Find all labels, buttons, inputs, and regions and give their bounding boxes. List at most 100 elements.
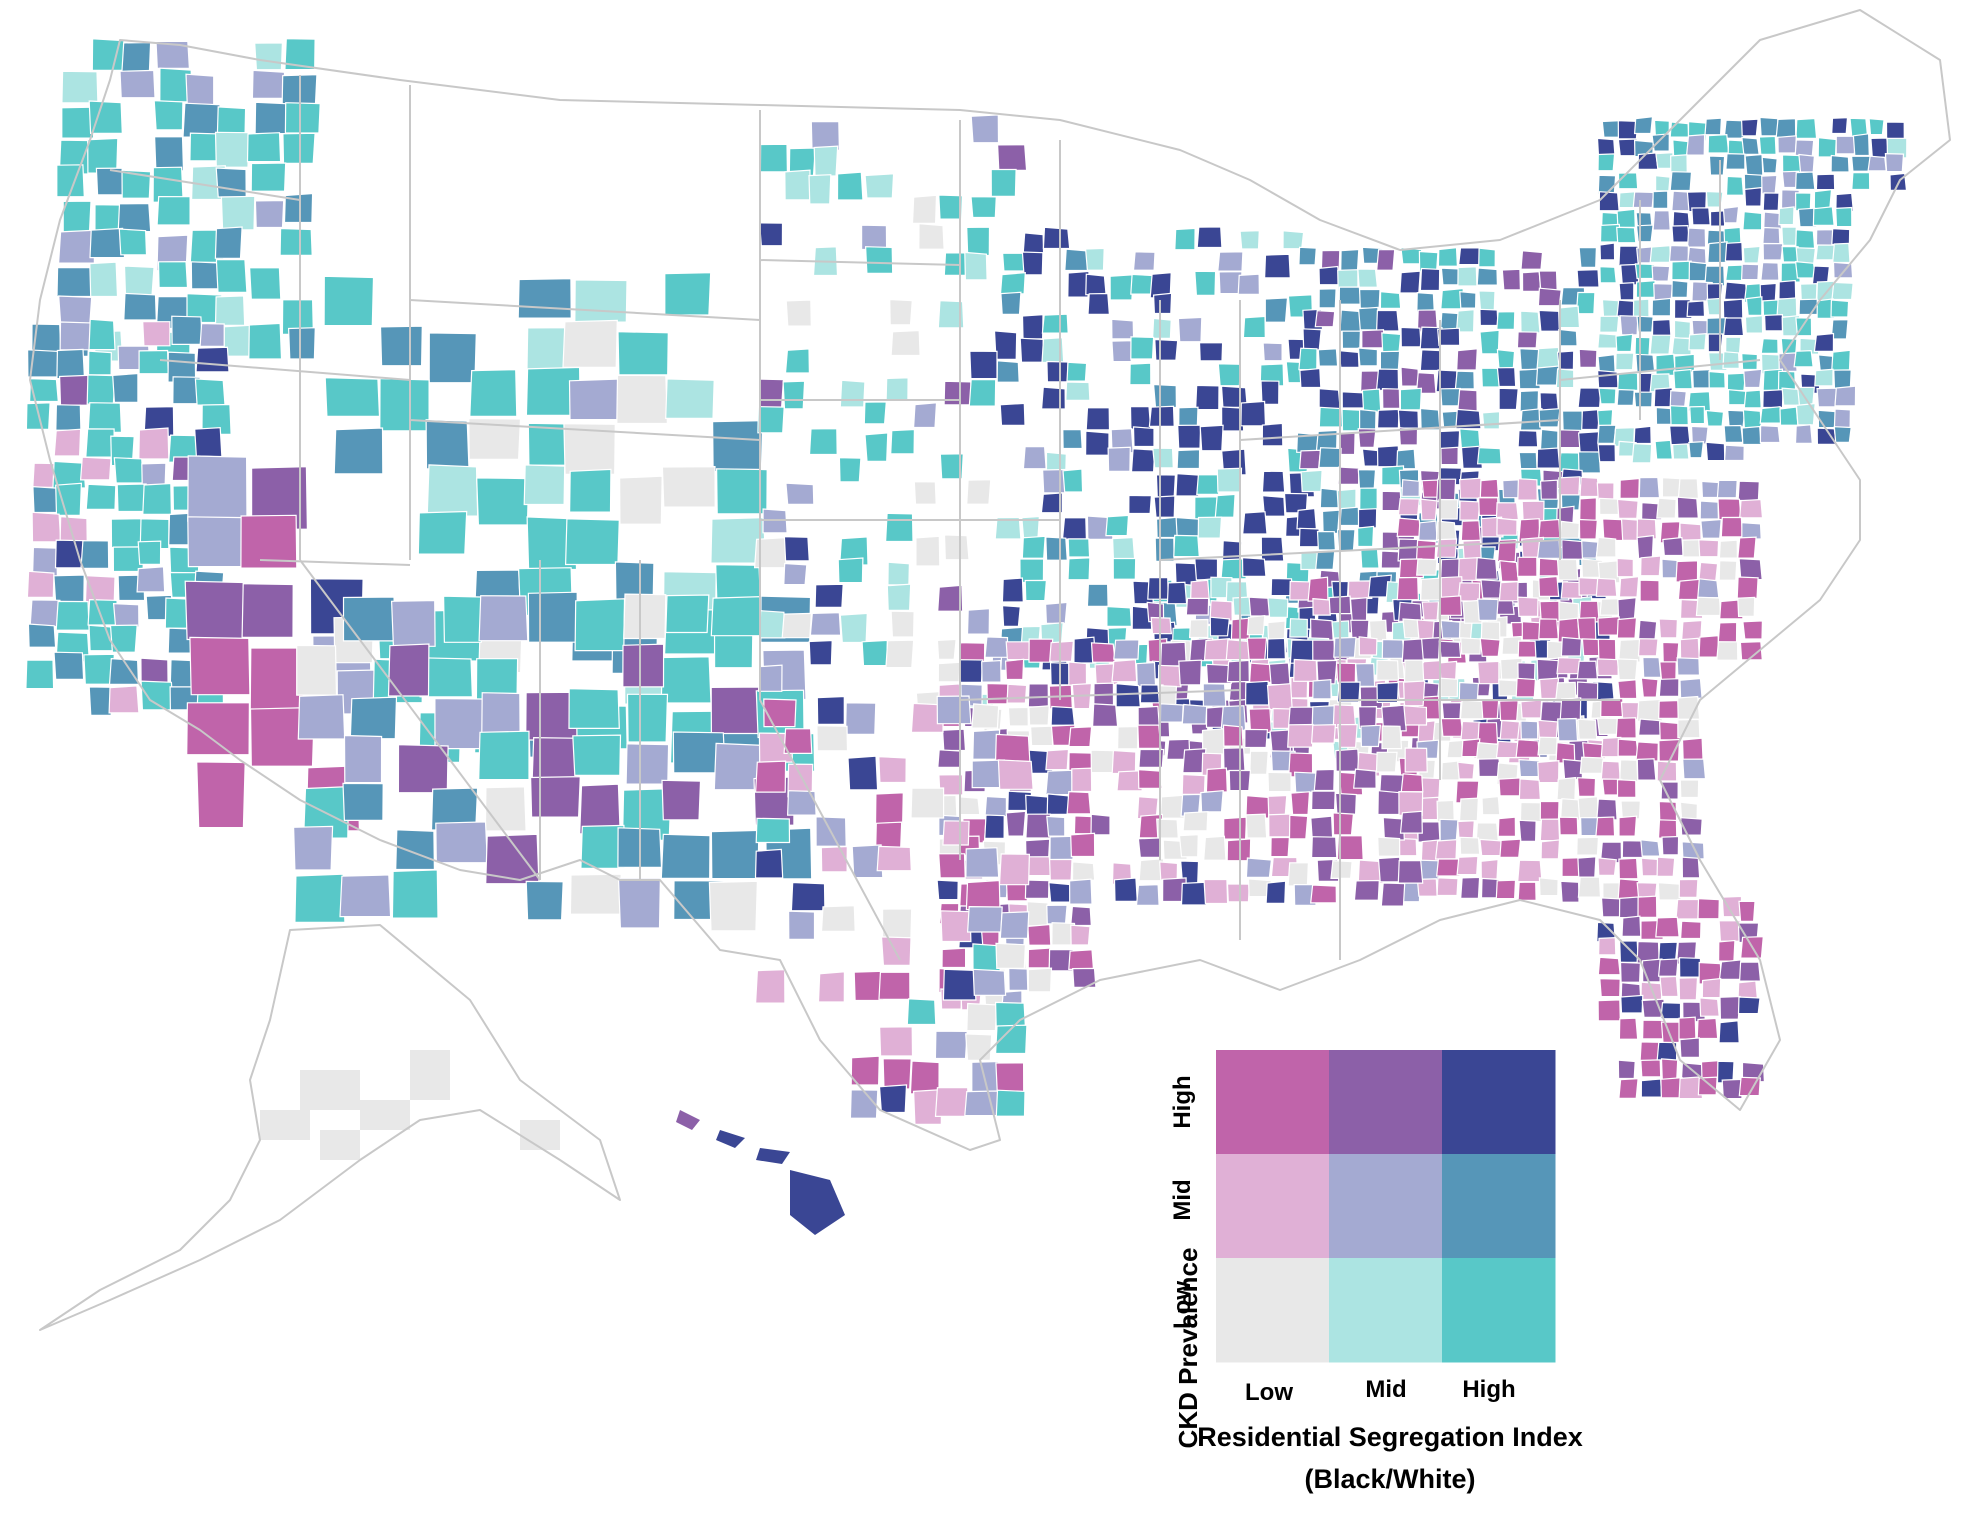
county-pacific-nw-35 — [156, 195, 191, 226]
county-northeast-832 — [1831, 228, 1851, 246]
county-midwest-473 — [1001, 577, 1024, 603]
county-southeast-1233 — [1475, 557, 1498, 580]
county-deep-south-1568 — [937, 749, 963, 768]
county-northeast-843 — [1781, 246, 1799, 263]
county-midwest-423 — [1261, 422, 1284, 447]
county-northeast-819 — [1812, 206, 1835, 226]
county-midwest-466 — [1067, 557, 1091, 581]
county-southeast-1374 — [1617, 738, 1639, 757]
county-california-97 — [79, 456, 112, 481]
county-midwest-469 — [1194, 558, 1219, 581]
county-southeast-1308 — [1739, 640, 1763, 661]
county-deep-south-1713 — [1008, 967, 1029, 991]
county-southeast-1304 — [1662, 641, 1680, 663]
county-great-plains-289 — [996, 144, 1028, 171]
county-deep-south-1600 — [1353, 768, 1377, 789]
county-northeast-820 — [1835, 206, 1853, 228]
county-midwest-363 — [1021, 251, 1044, 276]
county-midwest-369 — [999, 272, 1026, 295]
county-southeast-1187 — [1598, 497, 1619, 516]
county-midwest-464 — [1260, 536, 1285, 562]
county-southeast-1398 — [1556, 776, 1577, 801]
county-northeast-808 — [1616, 208, 1636, 228]
county-california-150 — [108, 685, 140, 714]
county-southeast-1403 — [1679, 779, 1700, 799]
county-southwest-250 — [397, 744, 449, 794]
county-florida-1832 — [1660, 1021, 1681, 1044]
county-southeast-1321 — [1659, 661, 1677, 681]
county-deep-south-1567 — [1381, 725, 1403, 750]
county-deep-south-1638 — [1382, 816, 1405, 841]
county-northeast-972 — [1759, 425, 1781, 444]
county-southeast-1220 — [1561, 539, 1584, 560]
county-great-lakes-574 — [1456, 348, 1478, 371]
county-deep-south-1597 — [1293, 771, 1318, 793]
county-florida-1851 — [1721, 1078, 1743, 1100]
county-southeast-1471 — [1678, 878, 1699, 898]
county-great-lakes-561 — [1381, 332, 1402, 353]
county-southeast-1332 — [1617, 679, 1638, 700]
county-great-plains-290 — [784, 169, 811, 201]
county-great-lakes-556 — [1538, 309, 1561, 332]
county-southeast-1264 — [1439, 595, 1463, 616]
county-great-lakes-538 — [1416, 291, 1435, 313]
county-southwest-242 — [434, 697, 485, 750]
county-southeast-1288 — [1658, 618, 1679, 639]
county-california-86 — [87, 402, 123, 433]
county-midwest-404 — [1040, 386, 1066, 410]
county-texas-1734 — [878, 755, 907, 784]
county-texas-1738 — [874, 792, 904, 827]
county-southeast-1333 — [1640, 677, 1659, 698]
county-southeast-1413 — [1596, 798, 1618, 821]
county-midwest-449 — [1061, 517, 1088, 540]
county-northeast-825 — [1686, 227, 1707, 248]
county-texas-1764 — [853, 970, 885, 1002]
county-texas-1756 — [940, 910, 972, 943]
county-northeast-914 — [1615, 352, 1635, 371]
county-deep-south-1492 — [959, 659, 984, 683]
county-great-lakes-641 — [1357, 469, 1377, 491]
county-midwest-447 — [994, 516, 1022, 540]
county-southeast-1224 — [1662, 536, 1684, 557]
county-midwest-401 — [1217, 363, 1242, 387]
county-great-plains-318 — [968, 379, 997, 407]
county-deep-south-1491 — [937, 661, 961, 683]
county-great-plains-347 — [890, 610, 915, 638]
county-southeast-1204 — [1578, 518, 1598, 540]
county-florida-1830 — [1618, 1017, 1639, 1040]
county-southeast-1263 — [1421, 601, 1440, 621]
county-deep-south-1584 — [1375, 751, 1398, 773]
county-midwest-359 — [1196, 226, 1223, 249]
county-deep-south-1644 — [1049, 835, 1075, 861]
county-texas-1736 — [997, 759, 1034, 790]
county-southeast-1441 — [1640, 839, 1661, 857]
county-southeast-1425 — [1558, 816, 1579, 836]
county-southeast-1305 — [1679, 637, 1700, 661]
county-texas-1746 — [851, 844, 884, 879]
county-deep-south-1479 — [1090, 642, 1116, 663]
county-northeast-749 — [1868, 117, 1885, 136]
county-texas-1747 — [876, 845, 912, 872]
county-deep-south-1539 — [1159, 703, 1184, 723]
county-texas-1785 — [995, 1089, 1026, 1117]
county-layer — [25, 37, 1908, 1160]
county-great-plains-339 — [887, 561, 911, 586]
county-deep-south-1623 — [984, 814, 1005, 839]
county-southeast-1396 — [1498, 777, 1522, 797]
county-southeast-1248 — [1420, 577, 1442, 601]
county-great-lakes-565 — [1479, 329, 1500, 355]
hawaii-island-big — [790, 1170, 845, 1235]
county-great-lakes-563 — [1419, 326, 1443, 350]
county-northeast-743 — [1740, 118, 1759, 137]
county-deep-south-1472 — [936, 638, 957, 660]
county-deep-south-1697 — [1070, 905, 1092, 927]
county-deep-south-1619 — [1377, 790, 1402, 816]
county-deep-south-1618 — [1334, 792, 1358, 815]
county-deep-south-1645 — [1070, 832, 1096, 858]
county-great-lakes-582 — [1375, 368, 1400, 391]
county-mountain-175 — [562, 319, 618, 368]
county-southeast-1188 — [1616, 498, 1639, 519]
county-midwest-402 — [1259, 363, 1285, 387]
county-pacific-nw-6 — [119, 69, 156, 99]
county-deep-south-1701 — [1027, 923, 1052, 946]
